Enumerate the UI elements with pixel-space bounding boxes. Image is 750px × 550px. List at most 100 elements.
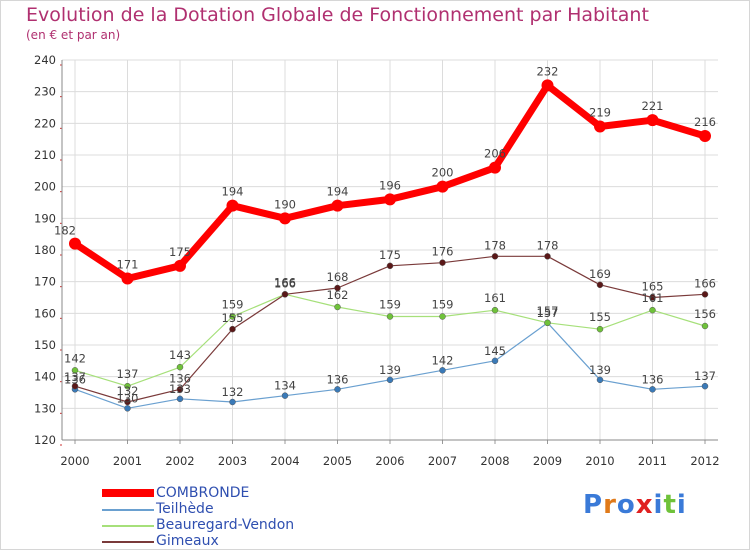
data-point — [701, 291, 709, 298]
data-label: 142 — [432, 353, 454, 367]
data-point — [541, 79, 554, 92]
legend-swatch-teilhede — [102, 509, 154, 511]
data-point — [334, 284, 341, 292]
y-tick-label: 230 — [34, 85, 56, 99]
data-point — [544, 253, 551, 260]
data-point — [71, 382, 79, 390]
data-point — [384, 193, 396, 206]
data-point — [281, 291, 289, 298]
data-point — [334, 303, 341, 311]
data-point — [439, 367, 446, 374]
chart-subtitle: (en € et par an) — [26, 28, 121, 42]
series-layer — [69, 79, 711, 412]
x-tick-label: 2012 — [690, 454, 719, 468]
y-tick-label: 190 — [34, 211, 56, 225]
data-label: 161 — [484, 291, 506, 305]
y-tick-label: 200 — [34, 180, 56, 194]
data-label: 157 — [537, 304, 559, 318]
data-point — [386, 376, 394, 384]
data-label: 219 — [589, 106, 611, 120]
data-label: 200 — [432, 166, 454, 180]
data-point — [69, 237, 81, 250]
data-label: 139 — [589, 363, 611, 377]
legend-swatch-gimeaux — [102, 541, 154, 543]
data-point — [229, 313, 236, 320]
data-point — [649, 386, 656, 393]
data-label: 157 — [537, 306, 559, 320]
data-point — [124, 382, 131, 390]
legend-swatch-beauregard-vendon — [102, 525, 154, 527]
x-tick-label: 2002 — [165, 454, 194, 468]
data-label: 159 — [432, 298, 454, 312]
data-label: 168 — [327, 270, 349, 284]
data-label: 143 — [169, 348, 191, 362]
data-point — [176, 386, 184, 393]
logo-letter: i — [653, 490, 664, 520]
data-label: 132 — [222, 385, 244, 399]
data-label: 166 — [274, 276, 296, 290]
data-point — [281, 392, 289, 399]
data-point — [174, 259, 186, 272]
data-point — [649, 294, 656, 301]
data-label: 159 — [379, 298, 401, 312]
legend-label: Beauregard-Vendon — [156, 517, 295, 533]
data-point — [176, 395, 184, 403]
data-point — [176, 363, 184, 371]
data-label: 130 — [117, 391, 139, 405]
x-tick-label: 2000 — [60, 454, 89, 468]
data-label: 182 — [54, 224, 76, 238]
data-point — [436, 180, 449, 193]
data-label: 155 — [589, 310, 611, 324]
data-label: 142 — [64, 351, 86, 365]
data-label: 221 — [642, 99, 664, 113]
data-point — [491, 253, 499, 260]
data-label: 137 — [694, 369, 716, 383]
data-label: 232 — [537, 64, 559, 78]
data-label: 216 — [694, 115, 716, 129]
y-tick-label: 120 — [34, 433, 56, 447]
data-point — [439, 313, 446, 320]
y-tick-label: 160 — [34, 306, 56, 320]
data-label: 194 — [327, 185, 349, 199]
x-tick-label: 2006 — [375, 454, 404, 468]
data-point — [646, 114, 659, 127]
x-tick-label: 2001 — [113, 454, 142, 468]
axis-layer: 120 130 140 150 160 170 180 190 200 210 220 230 240 2… — [34, 53, 720, 468]
data-point — [701, 382, 709, 390]
data-label: 132 — [117, 384, 139, 398]
logo-letter: x — [635, 490, 654, 520]
data-point — [226, 199, 239, 212]
data-point — [491, 306, 499, 314]
logo-letter: o — [616, 490, 636, 520]
data-label: 169 — [589, 267, 611, 281]
y-tick-label: 240 — [34, 53, 56, 67]
y-tick-label: 220 — [34, 116, 56, 130]
data-point — [699, 130, 711, 142]
data-point — [279, 212, 291, 225]
logo-letter: P — [583, 490, 604, 520]
data-label: 175 — [169, 245, 191, 259]
data-point — [229, 325, 236, 333]
data-label: 133 — [169, 382, 191, 396]
y-tick-label: 130 — [34, 401, 56, 415]
data-point — [489, 161, 501, 174]
data-point — [334, 386, 341, 393]
y-tick-label: 180 — [34, 243, 56, 257]
data-label: 162 — [327, 288, 349, 302]
data-point — [124, 405, 131, 412]
data-point — [331, 199, 344, 212]
data-point — [596, 281, 604, 289]
data-point — [229, 398, 236, 406]
data-label: 194 — [222, 185, 244, 199]
data-point — [596, 376, 604, 384]
data-point — [71, 367, 79, 374]
data-label: 136 — [64, 372, 86, 386]
data-point — [649, 306, 656, 314]
legend-label: COMBRONDE — [156, 485, 250, 501]
data-label: 155 — [222, 311, 244, 325]
x-tick-label: 2003 — [218, 454, 247, 468]
data-point — [439, 259, 446, 266]
x-tick-label: 2005 — [323, 454, 352, 468]
data-label: 156 — [694, 307, 716, 321]
